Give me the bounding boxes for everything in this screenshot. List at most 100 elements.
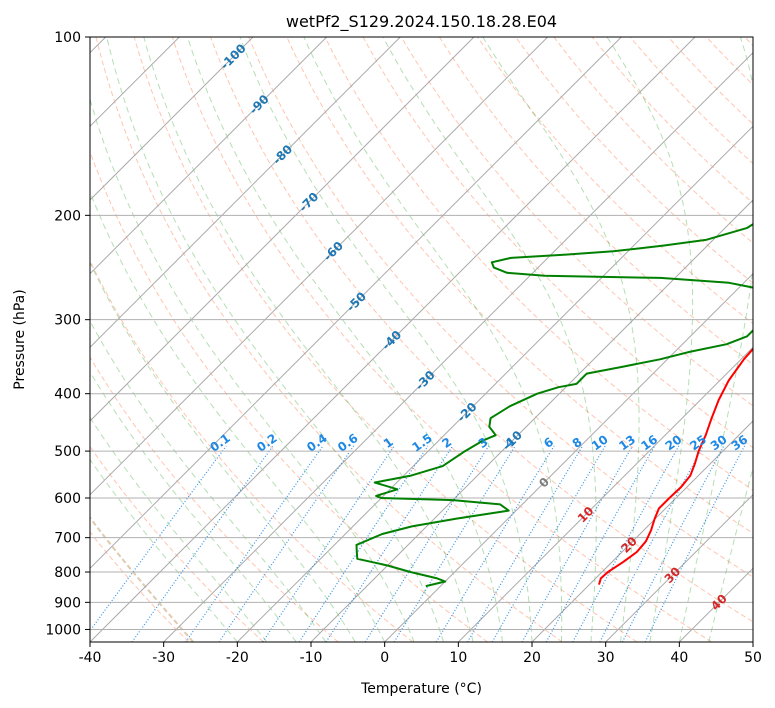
moist-adiabat-line <box>482 37 640 642</box>
moist-adiabat-line <box>90 370 297 642</box>
chart-title: wetPf2_S129.2024.150.18.28.E04 <box>286 12 557 32</box>
mixing-ratio-line <box>545 445 656 642</box>
isotherm-line <box>678 567 753 642</box>
dewpoint-line <box>355 223 753 588</box>
mixing-ratio-line <box>131 445 274 642</box>
isotherm-line <box>457 346 753 642</box>
mixing-ratio-line <box>572 445 680 642</box>
y-tick-label: 800 <box>54 565 81 581</box>
mixing-ratio-line <box>298 445 429 642</box>
y-tick-label: 700 <box>54 531 81 547</box>
isotherm-line <box>90 37 254 201</box>
mixing-ratio-line <box>218 445 355 642</box>
mixing-ratio-line <box>599 445 704 642</box>
moist-adiabat-line <box>90 190 386 642</box>
mixing-ratio-label: 36 <box>729 432 751 453</box>
x-tick-label: 50 <box>744 650 762 666</box>
y-tick-label: 200 <box>54 208 81 224</box>
x-tick-label: -20 <box>226 650 249 666</box>
dry-adiabat-line <box>362 37 753 449</box>
dry-adiabat-line <box>438 37 753 366</box>
moist-adiabat-line <box>143 37 474 642</box>
isotherm-line <box>90 37 549 496</box>
mixing-ratio-label: 30 <box>708 432 730 453</box>
dry-adiabat-line <box>90 445 264 642</box>
y-tick-label: 1000 <box>45 622 81 638</box>
isotherm-line <box>531 420 753 642</box>
moist-adiabat-line <box>90 320 327 642</box>
mixing-ratio-line <box>621 445 725 642</box>
mixing-ratio-line <box>466 445 584 642</box>
plot-frame <box>89 36 754 643</box>
x-tick-label: 0 <box>380 650 389 666</box>
isotherm-line <box>384 272 753 642</box>
moist-adiabat-line <box>303 37 563 642</box>
background-lines <box>90 37 753 642</box>
isotherm-line <box>605 493 753 642</box>
isotherm-line <box>310 199 753 642</box>
mixing-ratio-label: 3 <box>476 435 491 451</box>
y-tick-label: 300 <box>54 313 81 329</box>
mixing-ratio-line <box>521 445 634 642</box>
y-tick-label: 900 <box>54 595 81 611</box>
mixing-ratio-label: 2 <box>440 435 455 451</box>
moist-adiabat-line <box>382 37 597 642</box>
dry-adiabat-line <box>553 37 753 244</box>
moist-adiabat-line <box>606 37 694 642</box>
dry-adiabat-line <box>668 37 753 125</box>
sounding-profiles <box>355 223 753 588</box>
mixing-ratio-line <box>364 445 490 642</box>
mixing-ratio-line <box>644 445 746 642</box>
y-axis: 100 200 300 400 500 600 700 800 900 1000 <box>45 30 90 638</box>
isotherm-line <box>752 641 753 642</box>
x-tick-label: -40 <box>79 650 102 666</box>
moist-adiabat-line <box>106 37 445 642</box>
dry-adiabat-line <box>210 37 753 623</box>
x-tick-label: -10 <box>300 650 323 666</box>
y-tick-label: 400 <box>54 387 81 403</box>
x-tick-label: 30 <box>597 650 615 666</box>
isotherm-line <box>236 125 753 642</box>
mixing-ratio-label: 16 <box>638 432 660 453</box>
x-tick-label: 20 <box>523 650 541 666</box>
moist-adiabat-line <box>90 416 268 642</box>
dry-adiabat-line <box>744 37 753 47</box>
mixing-ratio-line <box>90 445 227 632</box>
dry-adiabat-line <box>591 37 753 204</box>
dry-adiabat-line <box>400 37 753 407</box>
moist-adiabat-line <box>708 465 753 642</box>
x-tick-label: 40 <box>670 650 688 666</box>
isotherm-line <box>90 37 475 422</box>
dry-adiabat-line <box>90 259 414 642</box>
isotherm-line <box>90 37 622 570</box>
y-tick-label: 500 <box>54 444 81 460</box>
mixing-ratio-line <box>262 445 395 642</box>
mixing-ratio-line <box>393 445 516 642</box>
mixing-ratio-label: 8 <box>570 435 585 451</box>
moist-adiabat-line <box>187 37 503 642</box>
moist-adiabat-line <box>239 37 533 642</box>
y-axis-label: Pressure (hPa) <box>12 289 28 389</box>
y-tick-label: 600 <box>54 491 81 507</box>
mixing-ratio-label: 13 <box>616 432 638 453</box>
dry-adiabat-line <box>90 531 190 642</box>
pressure-gridlines <box>90 36 753 630</box>
x-axis-label: Temperature (°C) <box>360 681 482 697</box>
isotherm-line <box>90 37 401 349</box>
moist-adiabat-line <box>90 261 356 642</box>
dry-adiabat-line <box>95 37 563 642</box>
dry-adiabat-line <box>477 37 753 325</box>
isotherm-line <box>90 37 328 275</box>
isotherm-line <box>163 51 753 642</box>
dry-adiabat-line <box>324 37 753 491</box>
ice-curve-line <box>90 516 194 642</box>
temperature-line <box>598 347 753 585</box>
dry-adiabat-line <box>90 356 339 642</box>
dry-adiabat-line <box>171 37 712 642</box>
dry-adiabat-line <box>133 37 638 642</box>
x-tick-label: 10 <box>449 650 467 666</box>
y-tick-label: 100 <box>54 30 81 46</box>
moist-adiabat-line <box>90 458 238 642</box>
